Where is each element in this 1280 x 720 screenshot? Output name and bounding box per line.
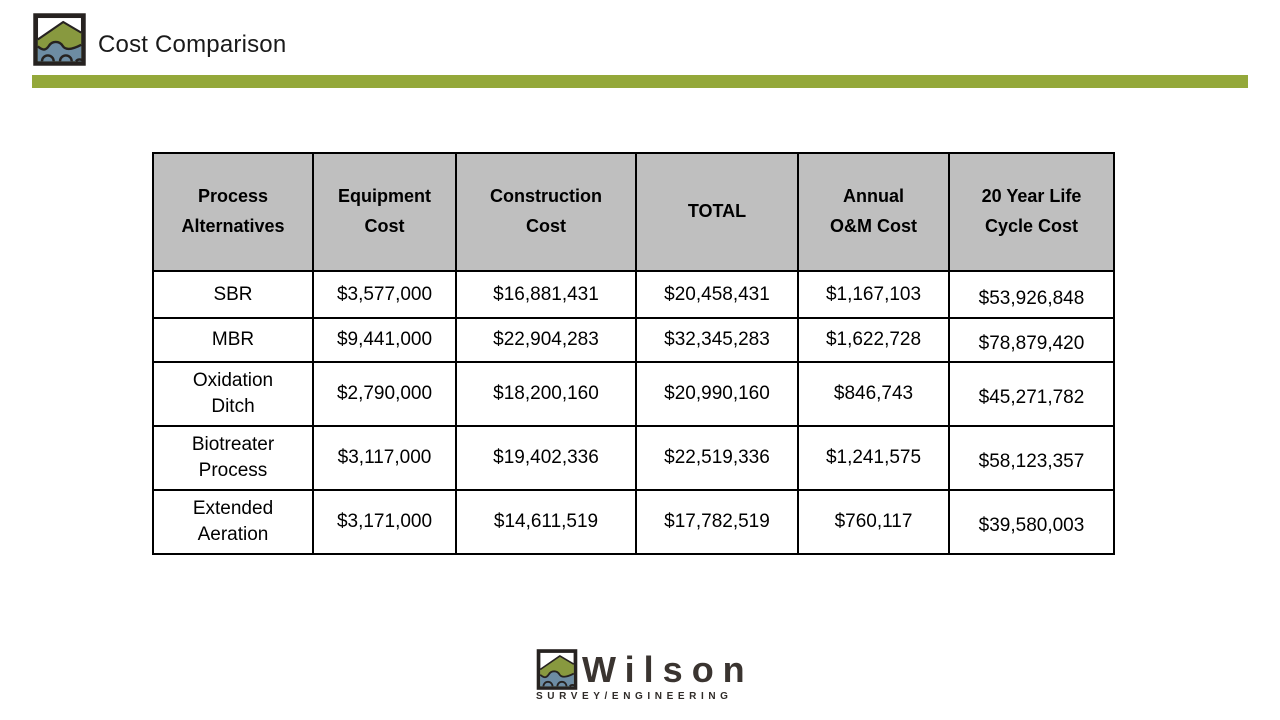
cell-annual-om-cost: $1,622,728 — [797, 317, 950, 363]
cell-construction-cost: $16,881,431 — [455, 270, 637, 319]
cell-life-cycle-cost: $45,271,782 — [948, 361, 1115, 427]
table-row-extended-aeration: Extended Aeration $3,171,000 $14,611,519… — [152, 489, 1115, 555]
column-header-life-cycle-cost: 20 Year Life Cycle Cost — [948, 152, 1115, 272]
cell-total: $22,519,336 — [635, 425, 799, 491]
column-header-annual-om-cost: Annual O&M Cost — [797, 152, 950, 272]
cell-process: Oxidation Ditch — [152, 361, 314, 427]
cell-life-cycle-cost: $78,879,420 — [948, 317, 1115, 363]
table-row-biotreater-process: Biotreater Process $3,117,000 $19,402,33… — [152, 425, 1115, 491]
table-row-mbr: MBR $9,441,000 $22,904,283 $32,345,283 $… — [152, 317, 1115, 363]
cell-process: MBR — [152, 317, 314, 363]
cell-construction-cost: $19,402,336 — [455, 425, 637, 491]
page-title: Cost Comparison — [98, 31, 287, 58]
cost-comparison-table: Process Alternatives Equipment Cost Cons… — [152, 152, 1115, 555]
cell-total: $17,782,519 — [635, 489, 799, 555]
table-header-row: Process Alternatives Equipment Cost Cons… — [152, 152, 1115, 272]
cell-life-cycle-cost: $39,580,003 — [948, 489, 1115, 555]
cell-process: SBR — [152, 270, 314, 319]
column-header-equipment-cost: Equipment Cost — [312, 152, 457, 272]
column-header-process-alternatives: Process Alternatives — [152, 152, 314, 272]
wilson-logo-icon — [33, 13, 86, 66]
footer-brand: Wilson SURVEY/ENGINEERING — [536, 649, 750, 702]
cell-annual-om-cost: $1,167,103 — [797, 270, 950, 319]
cell-construction-cost: $18,200,160 — [455, 361, 637, 427]
cell-process: Extended Aeration — [152, 489, 314, 555]
cell-annual-om-cost: $760,117 — [797, 489, 950, 555]
table-row-oxidation-ditch: Oxidation Ditch $2,790,000 $18,200,160 $… — [152, 361, 1115, 427]
cell-life-cycle-cost: $53,926,848 — [948, 270, 1115, 319]
brand-tagline: SURVEY/ENGINEERING — [536, 691, 733, 702]
brand-wordmark: Wilson — [582, 649, 754, 690]
cell-total: $20,458,431 — [635, 270, 799, 319]
cell-equipment-cost: $3,117,000 — [312, 425, 457, 491]
column-header-total: TOTAL — [635, 152, 799, 272]
cell-construction-cost: $14,611,519 — [455, 489, 637, 555]
column-header-construction-cost: Construction Cost — [455, 152, 637, 272]
cell-construction-cost: $22,904,283 — [455, 317, 637, 363]
wilson-logo-icon — [536, 649, 578, 690]
cell-process: Biotreater Process — [152, 425, 314, 491]
cell-life-cycle-cost: $58,123,357 — [948, 425, 1115, 491]
cell-annual-om-cost: $1,241,575 — [797, 425, 950, 491]
cell-annual-om-cost: $846,743 — [797, 361, 950, 427]
table-row-sbr: SBR $3,577,000 $16,881,431 $20,458,431 $… — [152, 270, 1115, 319]
cell-total: $32,345,283 — [635, 317, 799, 363]
cell-equipment-cost: $3,171,000 — [312, 489, 457, 555]
cell-total: $20,990,160 — [635, 361, 799, 427]
cell-equipment-cost: $2,790,000 — [312, 361, 457, 427]
cell-equipment-cost: $3,577,000 — [312, 270, 457, 319]
cell-equipment-cost: $9,441,000 — [312, 317, 457, 363]
accent-bar — [32, 75, 1248, 88]
